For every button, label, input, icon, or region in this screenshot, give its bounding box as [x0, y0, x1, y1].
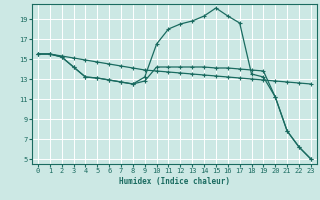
X-axis label: Humidex (Indice chaleur): Humidex (Indice chaleur): [119, 177, 230, 186]
